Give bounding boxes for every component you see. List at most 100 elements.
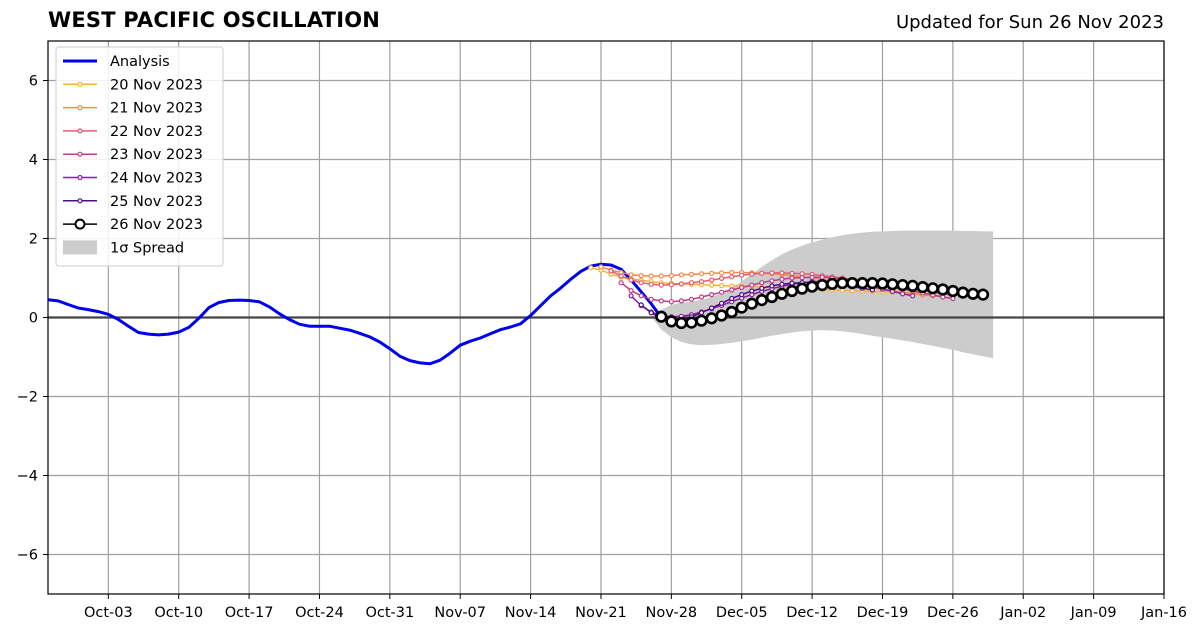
forecast-point [826, 277, 839, 291]
chart-title: WEST PACIFIC OSCILLATION [48, 8, 381, 32]
y-tick-label: −6 [17, 548, 38, 564]
forecast-point [765, 290, 779, 304]
legend-label: 25 Nov 2023 [110, 194, 203, 210]
forecast-point [648, 273, 654, 279]
forecast-point [940, 294, 946, 300]
forecast-point [950, 295, 956, 302]
forecast-point [866, 277, 879, 290]
legend-label: 24 Nov 2023 [110, 171, 203, 187]
forecast-series [655, 277, 990, 330]
spread-layer [651, 230, 994, 359]
x-tick-label: Dec-19 [857, 605, 909, 621]
forecast-point [976, 288, 990, 301]
forecast-point [769, 283, 775, 289]
legend-swatch-marker [77, 198, 83, 204]
forecast-point [779, 276, 785, 282]
y-tick-label: 2 [29, 232, 38, 248]
forecast-point [708, 277, 715, 283]
legend-label: 21 Nov 2023 [110, 101, 203, 117]
forecast-point [739, 272, 745, 278]
x-tick-label: Oct-31 [365, 605, 414, 621]
forecast-point [718, 270, 725, 276]
forecast-point [698, 294, 705, 300]
legend-swatch-marker [77, 174, 83, 181]
forecast-point [846, 277, 859, 290]
forecast-point [668, 282, 675, 288]
forecast-point [749, 282, 755, 288]
y-tick-label: −2 [17, 390, 38, 406]
forecast-point [648, 310, 654, 316]
forecast-point [816, 279, 829, 292]
forecast-point [698, 310, 705, 316]
forecast-point [809, 274, 815, 280]
forecast-point [819, 274, 825, 280]
forecast-point [698, 279, 705, 285]
forecast-point [655, 310, 668, 323]
forecast-point [886, 278, 899, 291]
forecast-point [775, 287, 789, 300]
forecast-point [708, 282, 715, 288]
forecast-point [718, 289, 725, 295]
y-tick-label: 6 [29, 74, 38, 90]
forecast-point [718, 282, 725, 289]
axes: Oct-03 Oct-10 Oct-17 Oct-24 Oct-31 Nov-07 Nov-… [17, 40, 1187, 621]
forecast-point [899, 291, 906, 297]
forecast-point [638, 280, 644, 286]
forecast-point [668, 273, 675, 279]
forecast-point [665, 315, 678, 328]
x-tick-label: Jan-09 [1070, 605, 1117, 621]
forecast-point [608, 268, 614, 274]
forecast-point [759, 270, 765, 276]
legend-swatch-marker [74, 218, 86, 230]
forecast-point [648, 296, 654, 302]
forecast-point [789, 275, 795, 281]
forecast-point [936, 283, 949, 296]
forecast-point [628, 272, 634, 278]
forecast-point [648, 281, 654, 287]
forecast-point [678, 272, 685, 278]
forecast-point [638, 273, 644, 279]
forecast-point [718, 300, 725, 306]
forecast-point [909, 293, 916, 299]
forecast-point [729, 295, 735, 302]
legend-label: Analysis [110, 54, 170, 70]
legend-swatch-marker [77, 81, 83, 87]
forecast-point [966, 287, 980, 300]
forecast-point [658, 273, 664, 279]
forecast-point [789, 270, 795, 276]
forecast-point [698, 271, 705, 277]
x-tick-label: Dec-05 [716, 605, 768, 621]
forecast-point [695, 314, 708, 327]
forecast-point [678, 281, 685, 287]
forecast-point [789, 280, 795, 286]
forecast-point [759, 285, 765, 291]
legend-label: 26 Nov 2023 [110, 217, 203, 233]
legend-swatch-spread [63, 240, 97, 255]
forecast-point [638, 302, 644, 308]
forecast-point [745, 297, 758, 310]
y-tick-label: −4 [17, 469, 38, 485]
legend-box [55, 46, 224, 267]
forecast-point [799, 275, 805, 281]
forecast-point [618, 280, 624, 286]
legend-swatch-marker [77, 151, 83, 157]
forecast-point [708, 270, 715, 276]
forecast-point [729, 274, 735, 280]
forecast-point [946, 284, 960, 298]
forecast-point [749, 271, 755, 277]
forecast-point [906, 279, 919, 293]
x-tick-label: Dec-26 [927, 605, 979, 621]
x-tick-label: Oct-10 [154, 605, 203, 621]
forecast-point [795, 282, 809, 295]
legend-label: 23 Nov 2023 [110, 147, 203, 163]
forecast-point [916, 281, 929, 294]
spread-band [651, 230, 994, 359]
forecast-point [729, 269, 735, 276]
legend-label: 20 Nov 2023 [110, 77, 203, 93]
forecast-point [739, 284, 745, 291]
forecast-point [628, 288, 634, 294]
forecast-point [779, 281, 785, 287]
forecast-point [678, 298, 685, 304]
forecast-point [708, 305, 715, 311]
forecast-point [856, 277, 869, 290]
